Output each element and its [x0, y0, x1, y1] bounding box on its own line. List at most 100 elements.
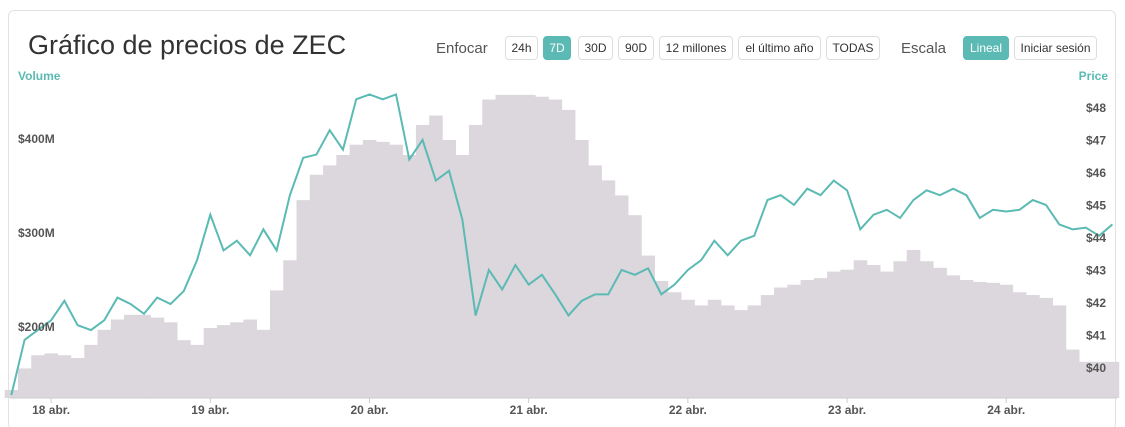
x-tick-label: 21 abr. — [510, 403, 548, 417]
button[interactable]: 24h — [505, 36, 538, 60]
scale-label: Escala — [901, 40, 947, 57]
volume-bar — [31, 355, 45, 398]
volume-bar — [150, 317, 165, 398]
volume-bar — [641, 255, 655, 398]
volume-bar — [588, 165, 602, 398]
zoom-label: Enfocar — [436, 40, 488, 57]
volume-bar — [694, 305, 709, 398]
volume-bar — [190, 344, 204, 398]
volume-bar — [734, 310, 748, 398]
volume-bar — [774, 287, 788, 398]
volume-bar — [97, 329, 112, 398]
button[interactable]: Lineal — [963, 36, 1009, 60]
volume-bar — [827, 271, 841, 398]
x-tick-label: 24 abr. — [987, 403, 1025, 417]
volume-bar — [1052, 305, 1067, 398]
y2-tick-label: $42 — [1086, 296, 1106, 310]
volume-bar — [813, 278, 828, 398]
y2-tick-label: $48 — [1086, 101, 1106, 115]
volume-bar — [973, 281, 987, 398]
volume-bar — [959, 280, 974, 398]
button[interactable]: Iniciar sesión — [1014, 36, 1097, 60]
price-line — [10, 93, 1114, 396]
volume-bar — [124, 314, 138, 398]
y2-tick-label: $46 — [1086, 166, 1106, 180]
volume-bar — [482, 99, 496, 399]
volume-bar — [1092, 361, 1107, 398]
volume-bar — [376, 141, 390, 398]
volume-bar — [137, 314, 151, 398]
volume-bar — [1012, 292, 1027, 398]
volume-bar — [601, 180, 616, 398]
y2-tick-label: $43 — [1086, 264, 1106, 278]
volume-bar — [548, 99, 563, 399]
volume-bar — [1079, 361, 1093, 398]
volume-bar — [468, 124, 483, 398]
volume-bar — [893, 261, 908, 398]
volume-bar — [999, 284, 1014, 398]
volume-bar — [349, 144, 364, 398]
x-tick-label: 22 abr. — [669, 403, 707, 417]
volume-bar — [402, 155, 417, 398]
volume-bar — [920, 261, 934, 398]
volume-bar — [1026, 295, 1040, 398]
volume-bar — [614, 195, 629, 398]
y-axis-title: Volume — [18, 69, 61, 83]
volume-bar — [667, 292, 682, 398]
volume-bar — [866, 264, 881, 398]
button[interactable]: el último año — [738, 36, 821, 60]
y-tick-label: $200M — [18, 320, 55, 334]
volume-bar — [57, 355, 72, 398]
volume-bar — [707, 299, 722, 398]
button[interactable]: 30D — [578, 36, 613, 60]
y-tick-label: $400M — [18, 132, 55, 146]
volume-bar — [44, 353, 59, 398]
volume-bar — [760, 295, 775, 398]
volume-bar — [1105, 361, 1120, 398]
volume-bar — [230, 322, 244, 398]
volume-bar — [336, 155, 350, 398]
volume-bar — [800, 280, 815, 398]
button[interactable]: 12 millones — [659, 36, 733, 60]
volume-bar — [880, 271, 894, 398]
y2-tick-label: $44 — [1086, 231, 1106, 245]
y2-tick-label: $41 — [1086, 329, 1106, 343]
y2-tick-label: $45 — [1086, 199, 1106, 213]
volume-bar — [415, 124, 430, 398]
volume-bar — [71, 358, 85, 398]
volume-bar — [721, 305, 735, 398]
x-tick-label: 18 abr. — [32, 403, 70, 417]
y-tick-label: $300M — [18, 226, 55, 240]
button[interactable]: 90D — [618, 36, 654, 60]
volume-bar — [323, 165, 337, 398]
volume-bar — [177, 340, 191, 398]
volume-bar — [203, 327, 218, 398]
volume-bar — [270, 290, 284, 398]
volume-bar — [455, 155, 470, 398]
volume-bar — [495, 94, 510, 398]
volume-bar — [309, 174, 324, 398]
volume-bar — [628, 215, 642, 398]
volume-bar — [747, 305, 762, 398]
button[interactable]: TODAS — [826, 36, 880, 60]
volume-bar — [654, 280, 669, 398]
y2-axis-title: Price — [1079, 69, 1109, 83]
volume-bar — [1039, 297, 1053, 398]
y2-tick-label: $47 — [1086, 134, 1106, 148]
volume-bar — [17, 368, 32, 398]
volume-bar — [110, 319, 125, 398]
title: Gráfico de precios de ZEC — [28, 30, 347, 60]
x-tick-label: 19 abr. — [191, 403, 229, 417]
volume-bar — [522, 94, 536, 398]
volume-bar — [389, 144, 403, 398]
volume-bar — [216, 325, 231, 398]
volume-bar — [508, 94, 523, 398]
button[interactable]: 7D — [543, 36, 571, 60]
volume-bar — [442, 139, 457, 398]
volume-bar — [296, 200, 311, 398]
volume-bar — [946, 275, 961, 398]
volume-bar — [575, 139, 589, 398]
volume-bar — [429, 115, 443, 399]
volume-bar — [283, 260, 297, 398]
